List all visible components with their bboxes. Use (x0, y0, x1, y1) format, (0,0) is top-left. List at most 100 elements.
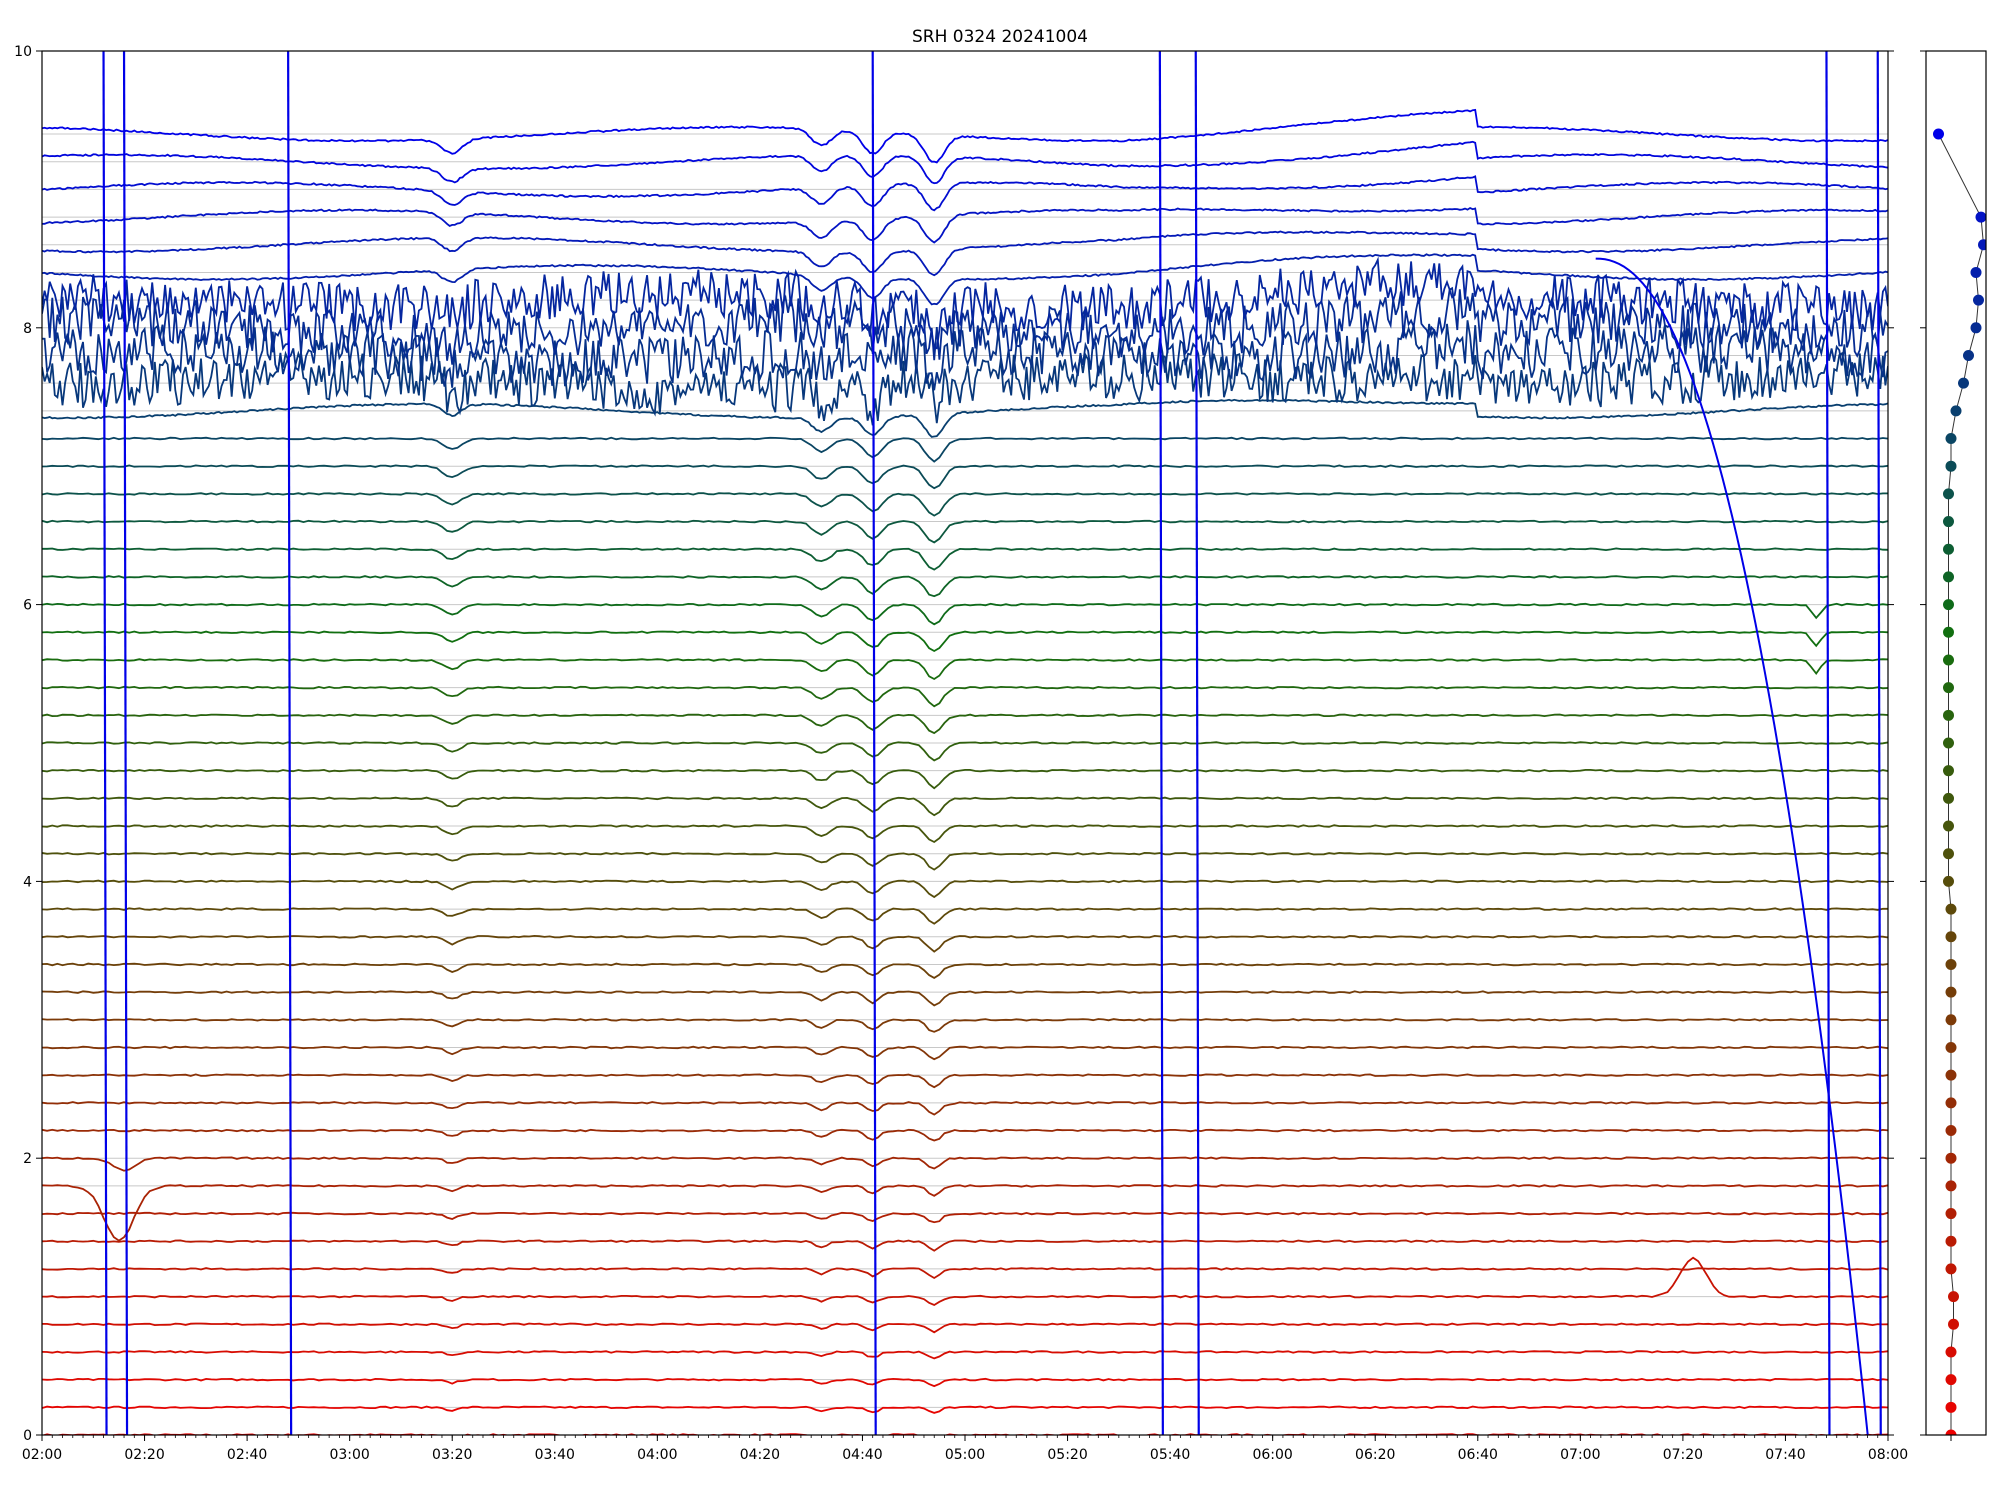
side-point (1950, 405, 1962, 417)
spike-line (1194, 51, 1200, 1435)
side-point (1933, 128, 1944, 140)
x-tick-label: 02:40 (227, 1447, 267, 1463)
x-tick-label: 03:40 (535, 1447, 575, 1463)
side-point (1943, 682, 1954, 694)
series-line (42, 879, 1888, 899)
side-point (1943, 488, 1954, 500)
side-point (1963, 349, 1974, 361)
x-tick-label: 04:40 (842, 1447, 882, 1463)
side-point (1945, 1180, 1957, 1192)
spike-line (1825, 51, 1831, 1435)
x-tick-label: 03:20 (432, 1447, 472, 1463)
y-tick-label: 10 (14, 44, 32, 60)
x-tick-label: 05:00 (945, 1447, 985, 1463)
side-point (1978, 239, 1986, 251)
side-point (1945, 1097, 1957, 1109)
side-point (1945, 460, 1957, 472)
side-connector-line (1938, 133, 1985, 1435)
side-point (1943, 709, 1954, 721)
series-line (42, 140, 1888, 185)
side-point (1945, 1263, 1957, 1275)
side-point (1945, 1152, 1957, 1164)
series-line (42, 575, 1888, 598)
series-line (42, 175, 1888, 212)
series-line (42, 990, 1888, 1007)
series-line (42, 108, 1888, 164)
main-y-axis: 0 2 4 6 8 10 (14, 44, 1894, 1444)
side-point (1945, 958, 1957, 970)
side-point (1948, 1291, 1959, 1303)
series-line (42, 398, 1888, 438)
side-point (1945, 931, 1957, 943)
series-line (42, 519, 1888, 544)
series-line (42, 1184, 1888, 1242)
series-line (42, 907, 1888, 925)
series-line (42, 1377, 1888, 1388)
spike-line (287, 51, 293, 1435)
series-line (42, 1267, 1888, 1280)
series-line (42, 630, 1888, 653)
series-line (42, 713, 1888, 735)
series-line (42, 1256, 1888, 1307)
side-point (1945, 1429, 1957, 1435)
side-point (1943, 599, 1954, 611)
side-point (1948, 1318, 1959, 1330)
spike-line (871, 51, 877, 1435)
series-line (42, 1101, 1888, 1116)
side-point (1943, 792, 1954, 804)
side-point (1975, 211, 1986, 223)
side-point (1943, 654, 1954, 666)
series-line (42, 547, 1888, 571)
side-axes-frame (1925, 50, 1987, 1436)
side-point (1945, 1041, 1957, 1053)
series-line (42, 962, 1888, 979)
side-point (1945, 903, 1957, 915)
series-line (42, 1322, 1888, 1334)
x-tick-label: 02:20 (124, 1447, 164, 1463)
series-line (42, 658, 1888, 681)
chart-title: SRH 0324 20241004 (912, 27, 1088, 47)
series-line (42, 492, 1888, 517)
side-plot (1933, 128, 1986, 1435)
side-point (1943, 626, 1954, 638)
side-point (1943, 516, 1954, 528)
y-tick-label: 8 (23, 321, 32, 337)
series-line (42, 768, 1888, 790)
series-line (42, 1128, 1888, 1142)
series-line (42, 464, 1888, 490)
spike-line (1158, 51, 1164, 1435)
series-line (42, 934, 1888, 953)
series-line (42, 1018, 1888, 1033)
x-tick-label: 07:20 (1663, 1447, 1703, 1463)
side-point (1945, 1374, 1957, 1386)
series-line (42, 436, 1888, 463)
side-point (1943, 848, 1954, 860)
main-series-group (42, 51, 1888, 1435)
series-line (42, 1073, 1888, 1089)
spike-line (1876, 51, 1882, 1435)
series-line (42, 851, 1888, 871)
series-line (42, 253, 1888, 306)
side-point (1973, 294, 1984, 306)
series-line (42, 1211, 1888, 1224)
series-line (42, 1239, 1888, 1252)
spike-line (102, 51, 108, 1435)
series-line (42, 320, 1888, 391)
side-point (1943, 737, 1954, 749)
spike-line (122, 51, 129, 1435)
side-point (1970, 266, 1982, 278)
x-tick-label: 05:20 (1047, 1447, 1087, 1463)
side-point (1943, 543, 1954, 555)
series-line (42, 602, 1888, 626)
side-point (1943, 571, 1954, 583)
series-line (42, 1156, 1888, 1172)
x-tick-label: 06:40 (1458, 1447, 1498, 1463)
side-point (1943, 875, 1954, 887)
side-point (1945, 1235, 1957, 1247)
x-tick-label: 08:00 (1868, 1447, 1908, 1463)
series-line (42, 206, 1888, 244)
x-tick-label: 06:20 (1355, 1447, 1395, 1463)
x-tick-label: 03:00 (329, 1447, 369, 1463)
